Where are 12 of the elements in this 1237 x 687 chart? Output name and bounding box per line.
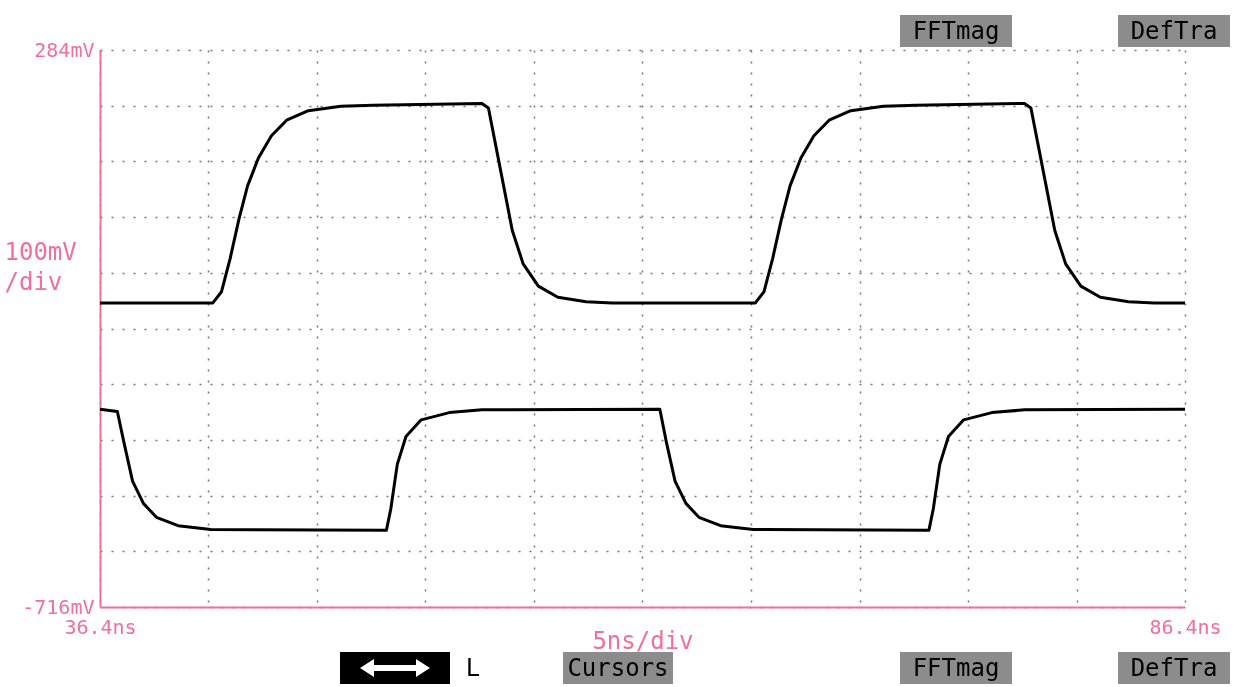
line-series — [100, 407, 1185, 532]
y-axis-title: 100mV /div — [4, 237, 77, 296]
text: DefTra — [1118, 15, 1230, 47]
x-axis-title: 5ns/div — [592, 626, 694, 655]
text: DefTra — [1118, 652, 1230, 684]
x-tick-label: 86.4ns — [1149, 614, 1222, 639]
text: FFTmag — [900, 652, 1012, 684]
text: L — [464, 653, 482, 684]
line-series — [100, 101, 1185, 305]
text: Cursors — [563, 652, 673, 684]
y-tick-label: 284mV — [34, 37, 95, 62]
text: FFTmag — [900, 15, 1012, 47]
